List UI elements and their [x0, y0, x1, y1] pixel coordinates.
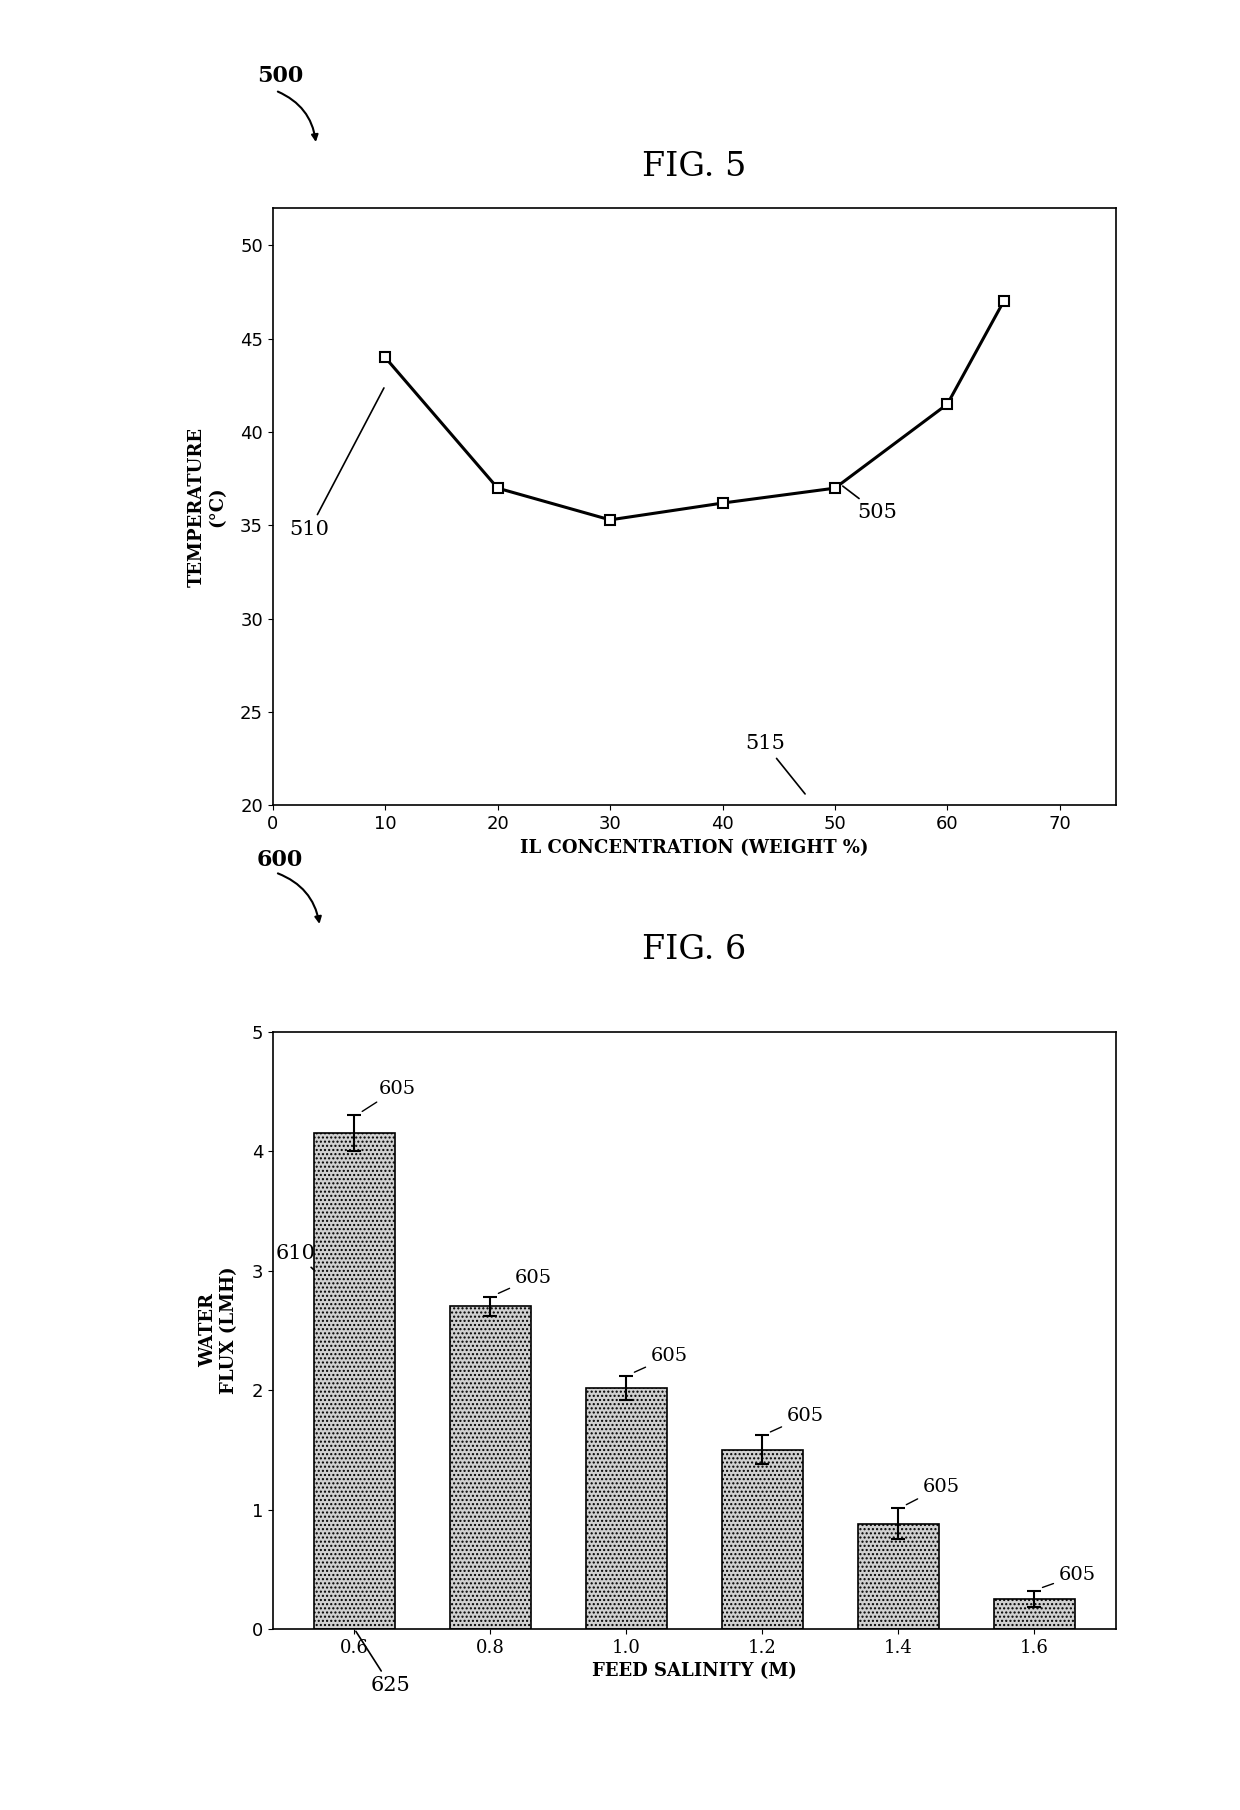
- Text: 505: 505: [843, 487, 898, 521]
- Bar: [858, 1524, 939, 1629]
- X-axis label: FEED SALINITY (M): FEED SALINITY (M): [591, 1662, 797, 1680]
- Text: 510: 510: [290, 387, 384, 539]
- Text: 515: 515: [745, 735, 805, 795]
- Text: 610: 610: [275, 1243, 315, 1271]
- Text: 605: 605: [906, 1477, 960, 1504]
- Bar: [585, 1388, 667, 1629]
- Bar: [722, 1450, 804, 1629]
- Text: 605: 605: [1043, 1566, 1096, 1587]
- Text: FIG. 6: FIG. 6: [642, 934, 746, 967]
- Bar: [450, 1307, 531, 1629]
- Y-axis label: WATER
FLUX (LMH): WATER FLUX (LMH): [198, 1267, 238, 1394]
- Text: 605: 605: [498, 1269, 552, 1294]
- Text: 500: 500: [257, 65, 303, 87]
- Bar: [993, 1600, 1075, 1629]
- Text: 625: 625: [356, 1631, 410, 1696]
- Text: 600: 600: [257, 849, 303, 871]
- Y-axis label: TEMPERATURE
(°C): TEMPERATURE (°C): [187, 427, 226, 586]
- Bar: [314, 1133, 396, 1629]
- X-axis label: IL CONCENTRATION (WEIGHT %): IL CONCENTRATION (WEIGHT %): [520, 838, 869, 856]
- Text: 605: 605: [635, 1347, 688, 1372]
- Text: 605: 605: [362, 1081, 415, 1111]
- Text: 605: 605: [770, 1406, 825, 1432]
- Text: FIG. 5: FIG. 5: [642, 150, 746, 183]
